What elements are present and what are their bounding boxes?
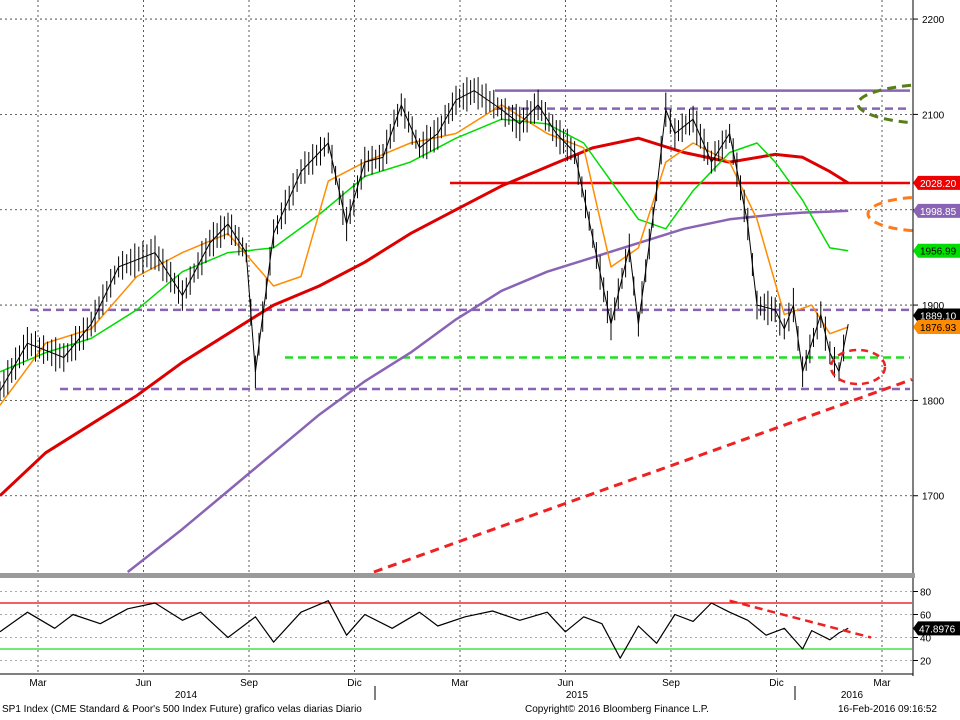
price-axis-label-0: 2200	[922, 15, 945, 26]
value-tag-label-0: 2028.20	[920, 179, 957, 190]
price-axis-label-1: 2100	[922, 110, 945, 121]
value-tag-bg-4	[913, 320, 960, 335]
month-label-5: Jun	[557, 678, 573, 689]
month-label-8: Mar	[873, 678, 891, 689]
time-axis: Mar Jun Sep Dic Mar Jun Sep Dic Mar 2014 2015 2016	[0, 673, 913, 701]
value-tag-bg-1	[913, 203, 960, 218]
rsi-series	[0, 599, 872, 659]
highlight-ellipse-red	[829, 348, 887, 386]
value-tag-bg-3	[913, 308, 960, 323]
rsi-axis-label-1: 60	[920, 611, 932, 622]
main-series	[0, 77, 849, 573]
price-axis-label-5: 1700	[922, 492, 945, 503]
rsi-axis-label-0: 80	[920, 588, 932, 599]
month-label-3: Dic	[347, 678, 361, 689]
month-label-7: Dic	[769, 678, 783, 689]
panel-separator[interactable]	[0, 573, 915, 578]
value-tag-label-2: 1956.99	[920, 247, 957, 258]
year-label-0: 2014	[175, 690, 198, 701]
rsi-trendline	[729, 599, 872, 639]
month-label-0: Mar	[29, 678, 47, 689]
chart-footer: SP1 Index (CME Standard & Poor's 500 Ind…	[0, 701, 960, 720]
timestamp: 16-Feb-2016 09:16:52	[838, 704, 937, 715]
value-tag-label-3: 1889.10	[920, 311, 957, 322]
copyright-notice: Copyright© 2016 Bloomberg Finance L.P.	[525, 704, 709, 715]
month-label-6: Sep	[662, 678, 680, 689]
value-tag-label-1: 1998.85	[920, 207, 957, 218]
price-axis-label-4: 1800	[922, 396, 945, 407]
support-trendline	[373, 378, 913, 574]
main-grid	[0, 0, 912, 572]
main-horizontal-levels	[30, 89, 910, 391]
rsi-value-tags: 47.8976	[913, 621, 960, 636]
rsi-value-tag-label: 47.8976	[919, 624, 956, 635]
rsi-grid	[0, 580, 912, 672]
month-label-1: Jun	[135, 678, 151, 689]
rsi-value-tag-bg	[913, 621, 960, 636]
month-label-2: Sep	[240, 678, 258, 689]
value-tag-label-4: 1876.93	[920, 323, 957, 334]
price-axis-bg	[913, 0, 960, 578]
month-label-4: Mar	[451, 678, 469, 689]
series-ma100	[0, 136, 849, 497]
rsi-axis-label-3: 20	[920, 657, 932, 668]
security-description: SP1 Index (CME Standard & Poor's 500 Ind…	[2, 704, 362, 715]
value-tag-bg-2	[913, 243, 960, 258]
series-ma200	[126, 209, 849, 573]
rsi-axis-label-2: 40	[920, 634, 932, 645]
price-axis-label-3: 1900	[922, 301, 945, 312]
year-label-1: 2015	[566, 690, 589, 701]
year-label-2: 2016	[841, 690, 864, 701]
value-tag-bg-0	[913, 175, 960, 190]
series-rsi	[0, 600, 849, 659]
main-price-axis: 220021002000190018001700	[912, 0, 960, 578]
